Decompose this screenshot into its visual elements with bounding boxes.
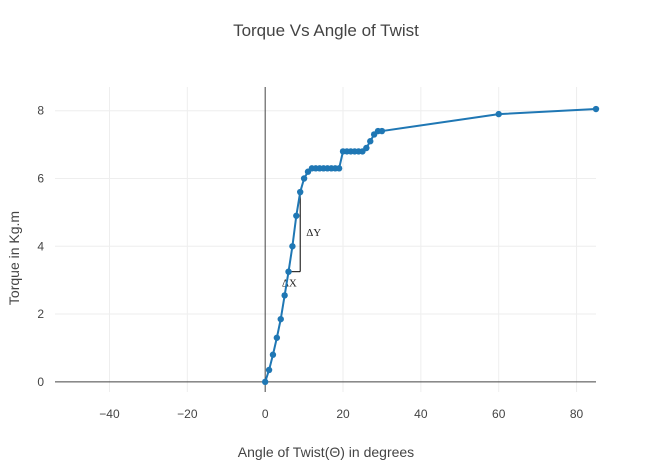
data-point [300, 175, 308, 182]
zero-lines [55, 87, 596, 392]
x-axis-label: Angle of Twist(Θ) in degrees [238, 444, 414, 460]
x-tick-label: 40 [414, 407, 428, 421]
annotation-group: ΔX ΔY [282, 192, 321, 290]
delta-x-label: ΔX [282, 278, 297, 290]
x-tick-label: 80 [570, 407, 584, 421]
data-point [297, 188, 304, 196]
data-point [285, 268, 292, 275]
data-point [378, 127, 386, 135]
series-line [264, 108, 597, 383]
delta-y-label: ΔY [306, 227, 321, 239]
data-point [261, 378, 269, 386]
y-axis-label: Torque in Kg.m [6, 211, 22, 305]
data-point [269, 351, 277, 358]
data-point [592, 105, 600, 113]
data-point [363, 144, 370, 152]
x-tick-label: 0 [262, 407, 269, 421]
data-point [273, 334, 281, 341]
data-point [265, 366, 273, 374]
series-group [261, 105, 600, 386]
y-tick-label: 4 [37, 239, 44, 253]
data-point [289, 243, 296, 250]
y-tick-label: 0 [37, 375, 44, 389]
x-tick-label: −20 [177, 407, 198, 421]
x-tick-label: −40 [99, 407, 120, 421]
chart-title: Torque Vs Angle of Twist [233, 21, 419, 40]
data-point [367, 138, 374, 145]
data-point [293, 212, 300, 219]
ticks: −40 −20 0 20 40 60 80 0 2 4 6 8 [37, 104, 583, 421]
y-tick-label: 6 [37, 172, 44, 186]
data-point [335, 165, 343, 172]
data-point [495, 110, 502, 118]
grid [55, 87, 596, 392]
data-point [277, 315, 284, 323]
y-tick-label: 2 [37, 307, 44, 321]
data-point [281, 292, 288, 299]
x-tick-label: 20 [336, 407, 350, 421]
y-tick-label: 8 [37, 104, 44, 118]
x-tick-label: 60 [492, 407, 506, 421]
